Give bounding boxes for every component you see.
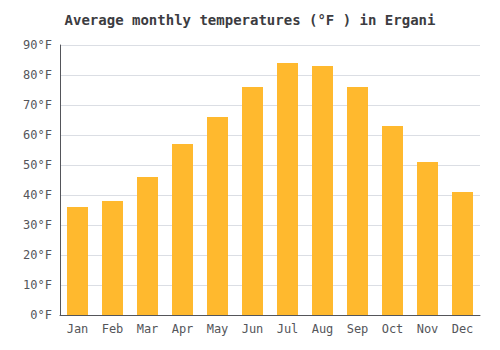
svg-text:70°F: 70°F [23,98,52,112]
svg-text:0°F: 0°F [30,308,52,322]
svg-text:Oct: Oct [382,322,404,336]
svg-text:Jan: Jan [67,322,89,336]
svg-text:80°F: 80°F [23,68,52,82]
svg-text:Feb: Feb [102,322,124,336]
svg-text:Sep: Sep [347,322,369,336]
svg-text:50°F: 50°F [23,158,52,172]
svg-text:40°F: 40°F [23,188,52,202]
svg-text:20°F: 20°F [23,248,52,262]
svg-text:60°F: 60°F [23,128,52,142]
svg-text:10°F: 10°F [23,278,52,292]
svg-text:Mar: Mar [137,322,159,336]
svg-text:Jul: Jul [277,322,299,336]
svg-text:May: May [207,322,229,336]
svg-text:Aug: Aug [312,322,334,336]
svg-text:Apr: Apr [172,322,194,336]
svg-text:Average monthly temperatures (: Average monthly temperatures (°F ) in Er… [65,12,436,28]
svg-text:Dec: Dec [452,322,474,336]
svg-text:30°F: 30°F [23,218,52,232]
svg-text:Nov: Nov [417,322,439,336]
svg-text:Jun: Jun [242,322,264,336]
svg-text:90°F: 90°F [23,38,52,52]
